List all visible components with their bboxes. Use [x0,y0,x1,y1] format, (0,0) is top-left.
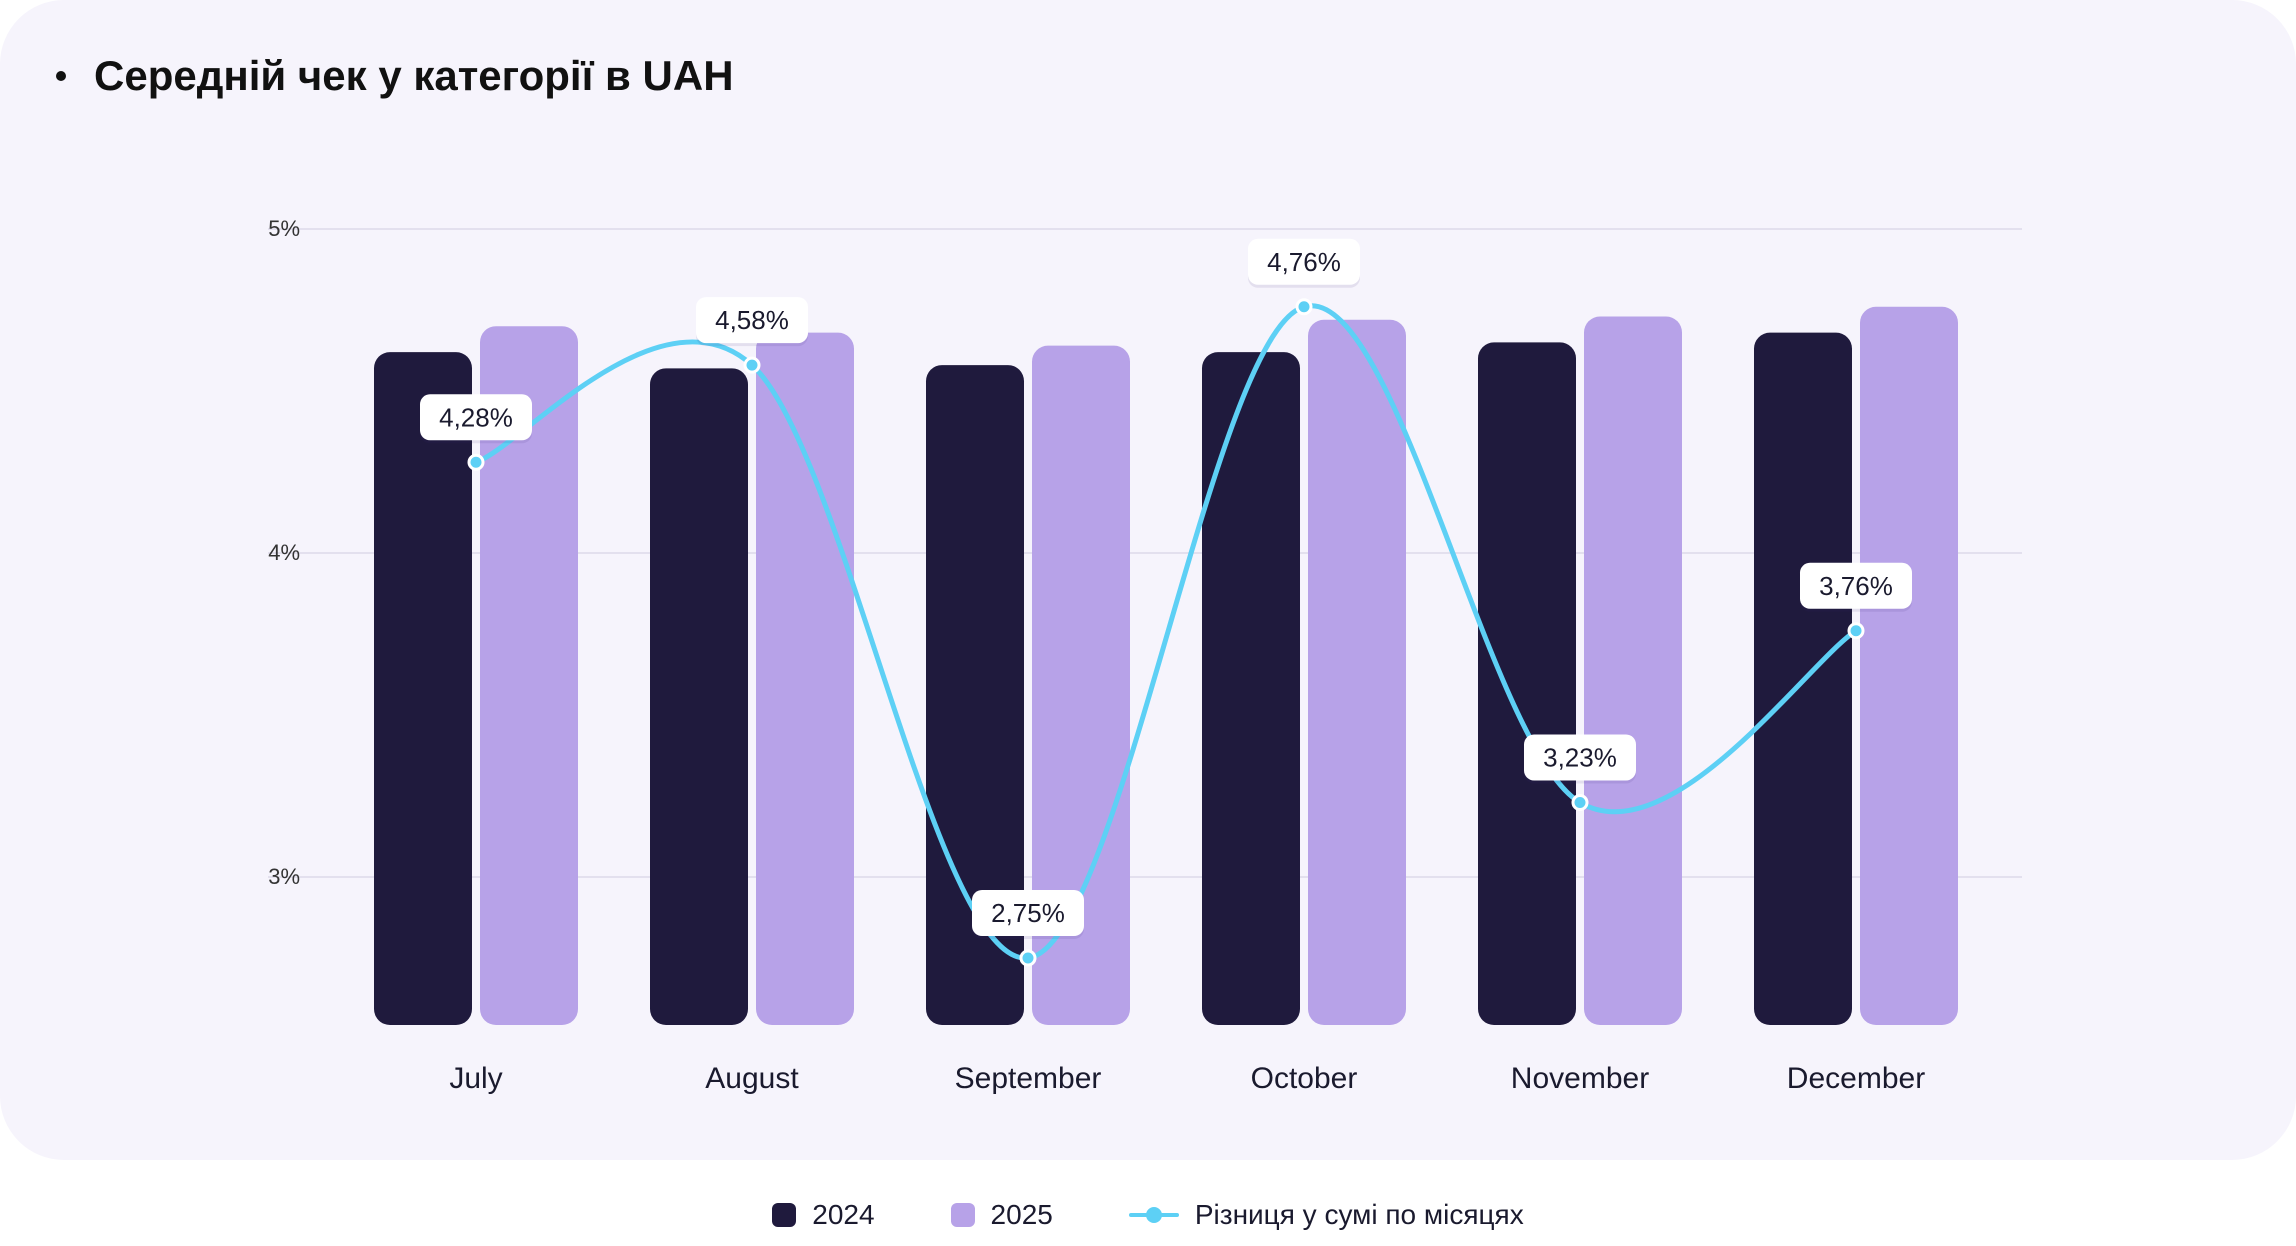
bar-2024-july[interactable] [374,352,472,1025]
legend-item-2024[interactable]: 2024 [772,1199,875,1231]
y-tick-label: 5% [268,216,300,241]
legend-swatch-2025 [950,1203,975,1227]
x-tick-label-december: December [1787,1062,1925,1095]
legend-swatch-2024 [772,1203,797,1227]
y-tick-label: 3% [268,864,300,889]
line-point-september[interactable] [1019,949,1037,967]
difference-line [467,298,1865,967]
line-label-november: 3,23% [1543,742,1617,772]
line-point-october[interactable] [1295,298,1313,316]
bars [374,306,1958,1026]
legend-label-2025: 2025 [990,1199,1053,1230]
legend-label-difference: Різниця у сумі по місяцях [1194,1199,1524,1230]
y-axis-ticks: 5% 4% 3% [268,216,300,889]
line-label-august: 4,58% [715,305,789,335]
chart-header: Середній чек у категорії в UAH [56,44,734,108]
x-axis-labels: July August September October November Decemb… [449,1062,1925,1095]
line-label-box [696,297,808,344]
line-label-october: 4,76% [1267,247,1341,277]
title-bullet [56,71,66,81]
x-tick-label-november: November [1511,1062,1649,1095]
legend-item-2025[interactable]: 2025 [950,1199,1053,1231]
bar-2024-october[interactable] [1202,352,1300,1025]
bar-2025-september[interactable] [1032,345,1130,1025]
bar-2025-july[interactable] [480,326,578,1025]
legend-line-icon [1128,1203,1179,1227]
chart-title: Середній чек у категорії в UAH [94,52,734,99]
line-label-box [1248,238,1360,285]
line-point-august[interactable] [743,356,761,374]
y-tick-label: 4% [268,540,300,565]
chart-plot: 5% 4% 3% 4,28% 4,58% 2,75% 4,76% 3,23% 3,76% Ju… [268,216,2022,1095]
legend-label-2024: 2024 [812,1199,875,1230]
x-tick-label-august: August [705,1062,799,1095]
line-point-november[interactable] [1571,793,1589,811]
bar-2025-august[interactable] [756,332,854,1025]
bar-2024-november[interactable] [1478,342,1576,1025]
x-tick-label-october: October [1251,1062,1358,1095]
line-label-box [972,890,1084,936]
bar-2025-november[interactable] [1584,316,1682,1026]
x-tick-label-july: July [449,1062,502,1095]
line-label-september: 2,75% [991,898,1065,928]
chart-legend: 2024 2025 Різниця у сумі по місяцях [0,1190,2296,1240]
line-point-december[interactable] [1847,622,1865,640]
line-label-july: 4,28% [439,402,513,432]
line-label-box [1524,734,1636,781]
bar-2025-october[interactable] [1308,319,1406,1026]
line-point-july[interactable] [467,453,485,471]
bar-2025-december[interactable] [1860,306,1958,1025]
bar-2024-august[interactable] [650,368,748,1025]
line-data-labels: 4,28% 4,58% 2,75% 4,76% 3,23% 3,76% [420,238,1912,939]
line-label-box [420,394,532,441]
line-label-box [1800,562,1912,609]
x-tick-label-september: September [955,1062,1102,1095]
line-label-december: 3,76% [1819,571,1893,601]
legend-item-difference[interactable]: Різниця у сумі по місяцях [1128,1199,1524,1231]
